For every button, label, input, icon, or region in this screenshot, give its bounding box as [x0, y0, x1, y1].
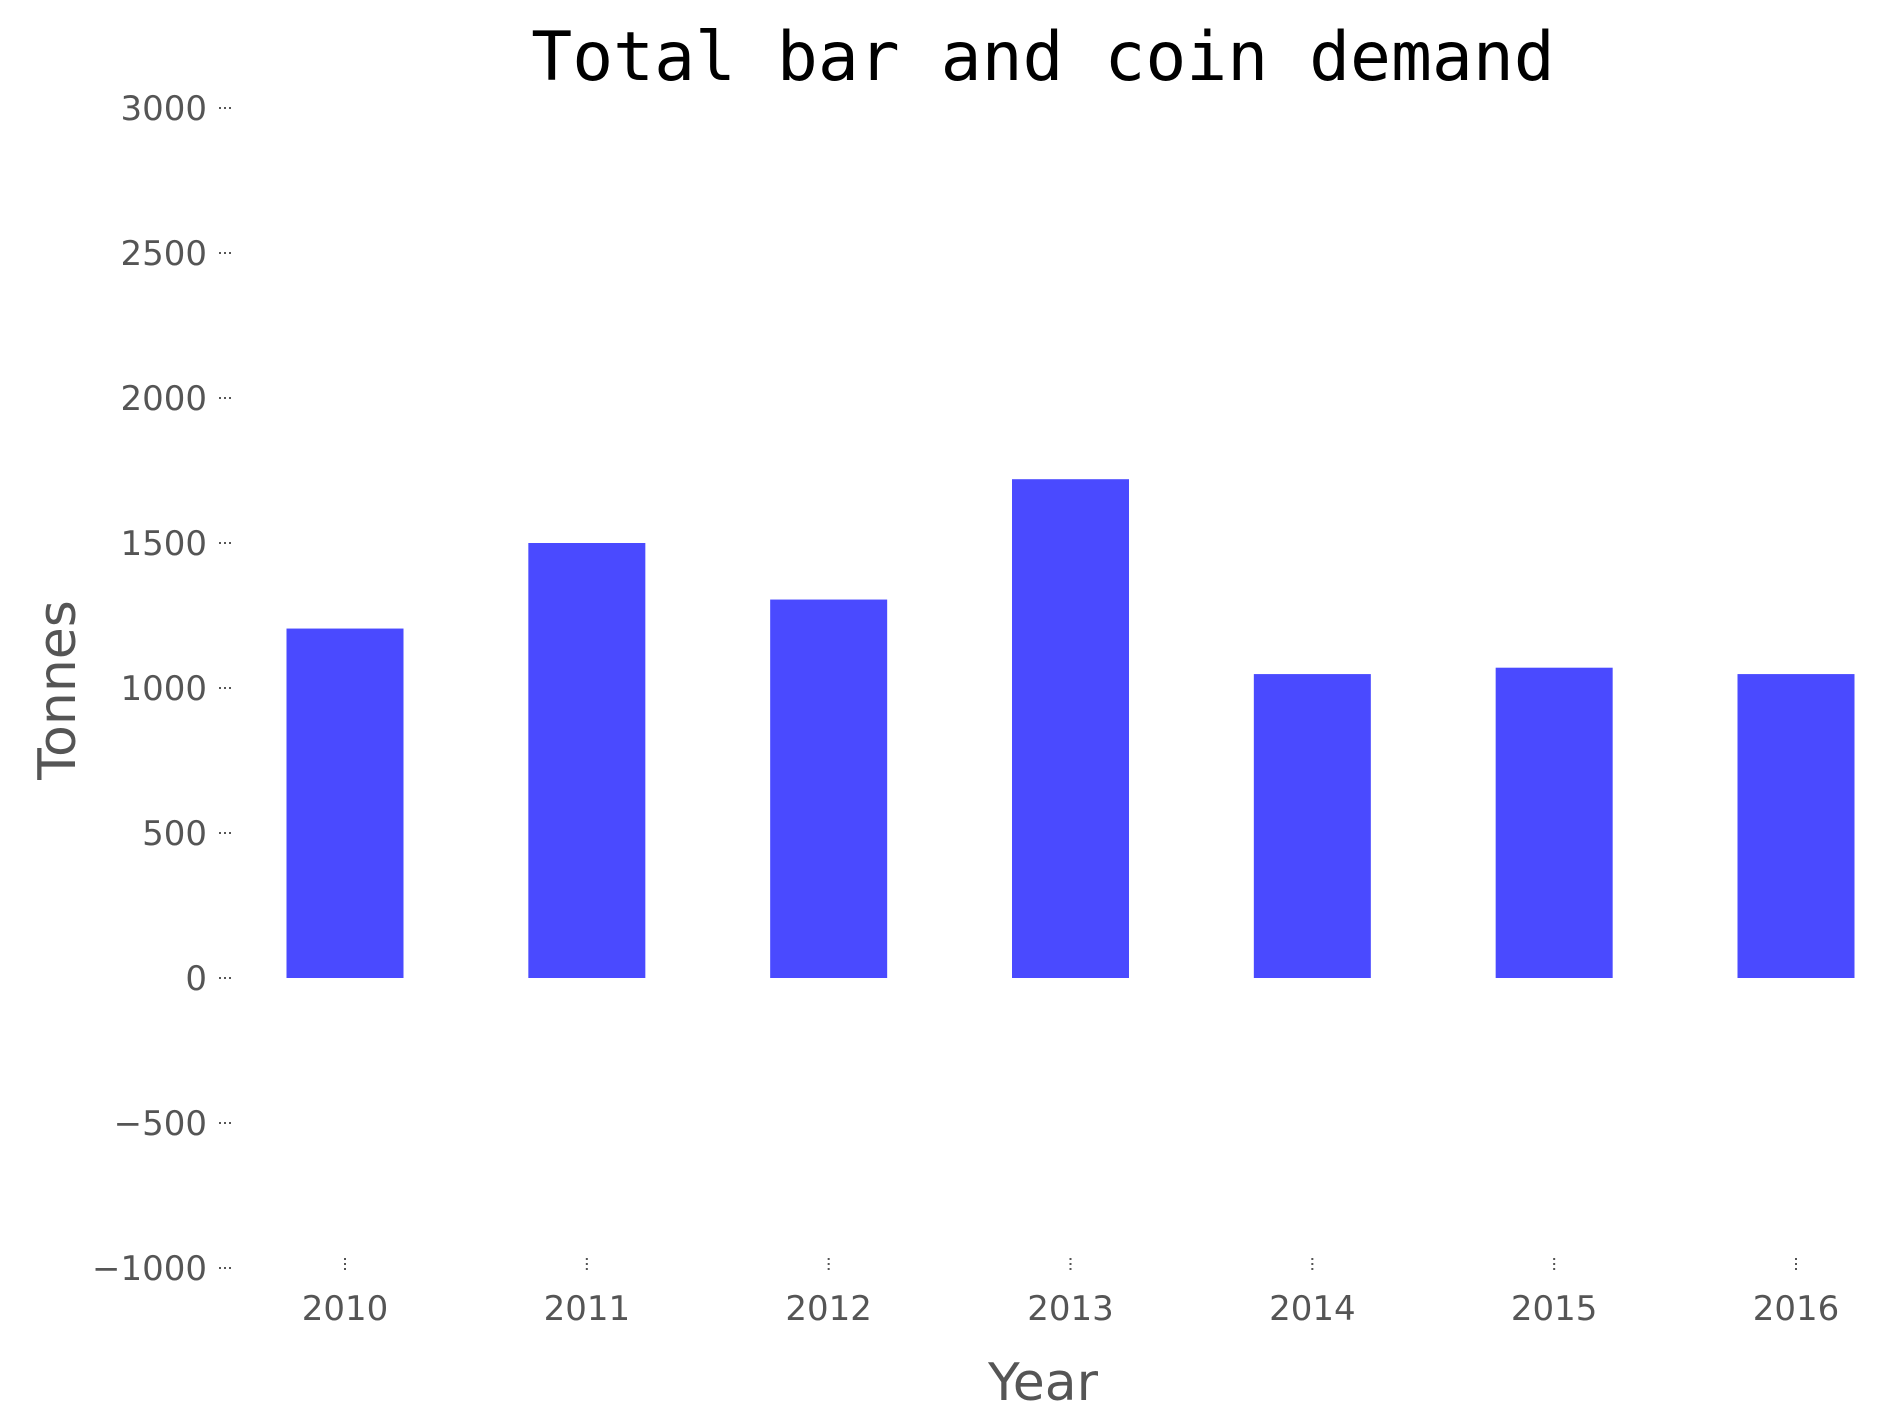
x-tick-label: 2016 [1753, 1289, 1840, 1329]
y-tick-label: −1000 [92, 1249, 207, 1289]
y-tick-label: 0 [185, 959, 207, 999]
x-tick-label: 2010 [302, 1289, 389, 1329]
bar-2015 [1495, 667, 1613, 978]
x-axis-label: Year [987, 1353, 1099, 1413]
x-tick-label: 2011 [544, 1289, 631, 1329]
y-axis-label: Tonnes [28, 600, 88, 781]
bar-2010 [286, 628, 404, 978]
x-tick-label: 2012 [785, 1289, 872, 1329]
y-tick-label: 2500 [120, 234, 207, 274]
bar-2013 [1012, 479, 1129, 978]
y-tick-label: 3000 [120, 89, 207, 129]
y-tick-label: −500 [114, 1104, 207, 1144]
y-tick-label: 1500 [120, 524, 207, 564]
x-tick-label: 2014 [1269, 1289, 1356, 1329]
bar-2011 [528, 543, 646, 978]
bar-2016 [1737, 674, 1855, 978]
x-tick-label: 2013 [1027, 1289, 1114, 1329]
y-tick-label: 2000 [120, 379, 207, 419]
x-axis: 2010 2011 2012 2013 2014 2015 2016 [302, 1258, 1840, 1329]
bar-series [286, 479, 1855, 978]
y-tick-label: 1000 [120, 669, 207, 709]
x-tick-label: 2015 [1511, 1289, 1598, 1329]
y-axis: −1000 −500 0 500 1000 1500 2000 2500 3000 [92, 89, 232, 1289]
bar-2012 [770, 599, 888, 978]
chart-title: Total bar and coin demand [531, 18, 1555, 97]
y-tick-label: 500 [142, 814, 207, 854]
bar-2014 [1253, 674, 1371, 978]
